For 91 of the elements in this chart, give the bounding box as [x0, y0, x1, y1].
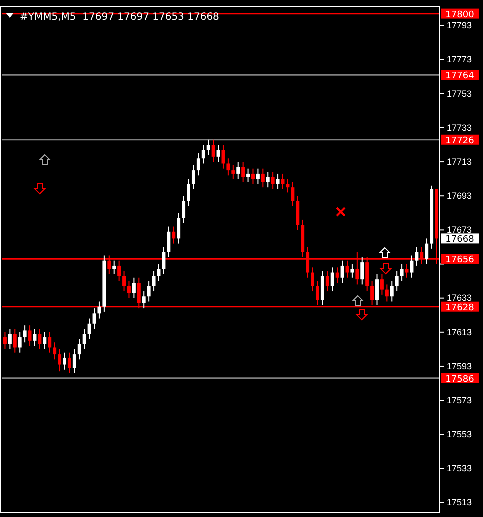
y-tick-label: 17593	[447, 361, 472, 372]
ref-line-label: 17586	[446, 374, 475, 385]
candlestick	[336, 267, 340, 284]
candlestick	[360, 256, 364, 286]
candlestick	[385, 284, 389, 302]
candlestick	[23, 325, 27, 344]
candlestick	[400, 264, 404, 282]
candlestick	[320, 270, 324, 306]
y-tick-label: 17673	[447, 225, 472, 236]
candlestick	[192, 164, 196, 190]
candlestick	[43, 332, 47, 350]
candlestick	[252, 168, 255, 185]
candlestick	[212, 139, 216, 163]
candlestick	[216, 144, 220, 163]
candlestick	[206, 139, 210, 156]
candlestick	[78, 338, 82, 360]
candlestick	[415, 246, 419, 266]
y-tick-label: 17573	[447, 395, 472, 406]
candlestick	[98, 301, 102, 320]
candlestick	[266, 172, 270, 188]
ref-line-label: 17628	[446, 303, 475, 314]
candlestick	[196, 153, 200, 176]
candlestick	[187, 178, 190, 207]
candlestick	[132, 277, 136, 299]
candlestick	[271, 172, 275, 190]
candlestick	[246, 168, 250, 183]
candlestick	[261, 168, 265, 188]
ref-line-label: 17726	[446, 136, 475, 146]
candlestick	[376, 274, 379, 306]
candlestick	[182, 196, 186, 224]
candlestick	[167, 226, 171, 258]
y-tick-label: 17753	[447, 88, 472, 99]
candlestick	[311, 267, 315, 292]
text: 17668	[446, 235, 475, 246]
candlestick	[162, 246, 166, 275]
candlestick	[72, 348, 76, 374]
candlestick	[53, 342, 57, 360]
y-tick-label: 17713	[447, 156, 472, 167]
y-tick-label: 17613	[447, 327, 472, 338]
candlestick	[28, 325, 32, 347]
candlestick	[296, 196, 300, 231]
y-tick-label: 17633	[447, 293, 472, 304]
ref-line-label: 17800	[446, 10, 475, 20]
candlestick	[242, 162, 246, 183]
candlestick	[232, 164, 236, 180]
candlestick	[8, 328, 12, 350]
candlestick	[13, 328, 17, 354]
candlestick	[68, 352, 72, 374]
candlestick	[330, 267, 334, 292]
candlestick	[390, 280, 394, 302]
candlestick	[152, 270, 156, 292]
candlestick	[286, 178, 290, 194]
candlestick	[127, 280, 131, 299]
text: #YMM5,M5 17697 17697 17653 17668	[20, 12, 220, 23]
candlestick	[395, 270, 399, 292]
candlestick	[222, 144, 226, 170]
candlestick	[226, 158, 230, 176]
candlestick	[425, 238, 429, 265]
y-tick-label: 17773	[447, 54, 472, 65]
y-tick-label: 17693	[447, 190, 472, 201]
candlestick	[276, 173, 280, 190]
candlestick	[18, 332, 22, 354]
y-tick-label: 17793	[447, 20, 472, 31]
candlestick	[326, 270, 330, 292]
candlestick	[58, 348, 62, 372]
candlestick	[350, 264, 354, 278]
candlestick	[147, 280, 151, 302]
candlestick	[82, 328, 86, 350]
candlestick	[202, 144, 206, 164]
candlestick	[256, 168, 260, 185]
y-tick-label: 17553	[447, 430, 472, 440]
candlestick	[340, 260, 344, 284]
candlestick	[177, 212, 181, 244]
candlestick	[38, 328, 42, 350]
candlestick	[48, 332, 52, 354]
candlestick	[122, 270, 126, 292]
ref-line-label: 17656	[446, 256, 475, 266]
candlestick	[3, 332, 7, 350]
candlestick	[112, 260, 116, 275]
candlestick	[88, 318, 92, 340]
candlestick	[142, 291, 146, 310]
candlestick	[63, 352, 66, 370]
ref-line-label: 17764	[446, 72, 475, 82]
candlestick	[410, 255, 414, 278]
y-tick-label: 17733	[447, 122, 472, 133]
candlestick	[380, 274, 384, 296]
y-tick-label: 17533	[447, 464, 472, 474]
y-tick-label: 17513	[447, 498, 472, 508]
candlestick	[236, 162, 240, 180]
candlestick	[172, 226, 176, 244]
candlestick	[291, 182, 295, 207]
